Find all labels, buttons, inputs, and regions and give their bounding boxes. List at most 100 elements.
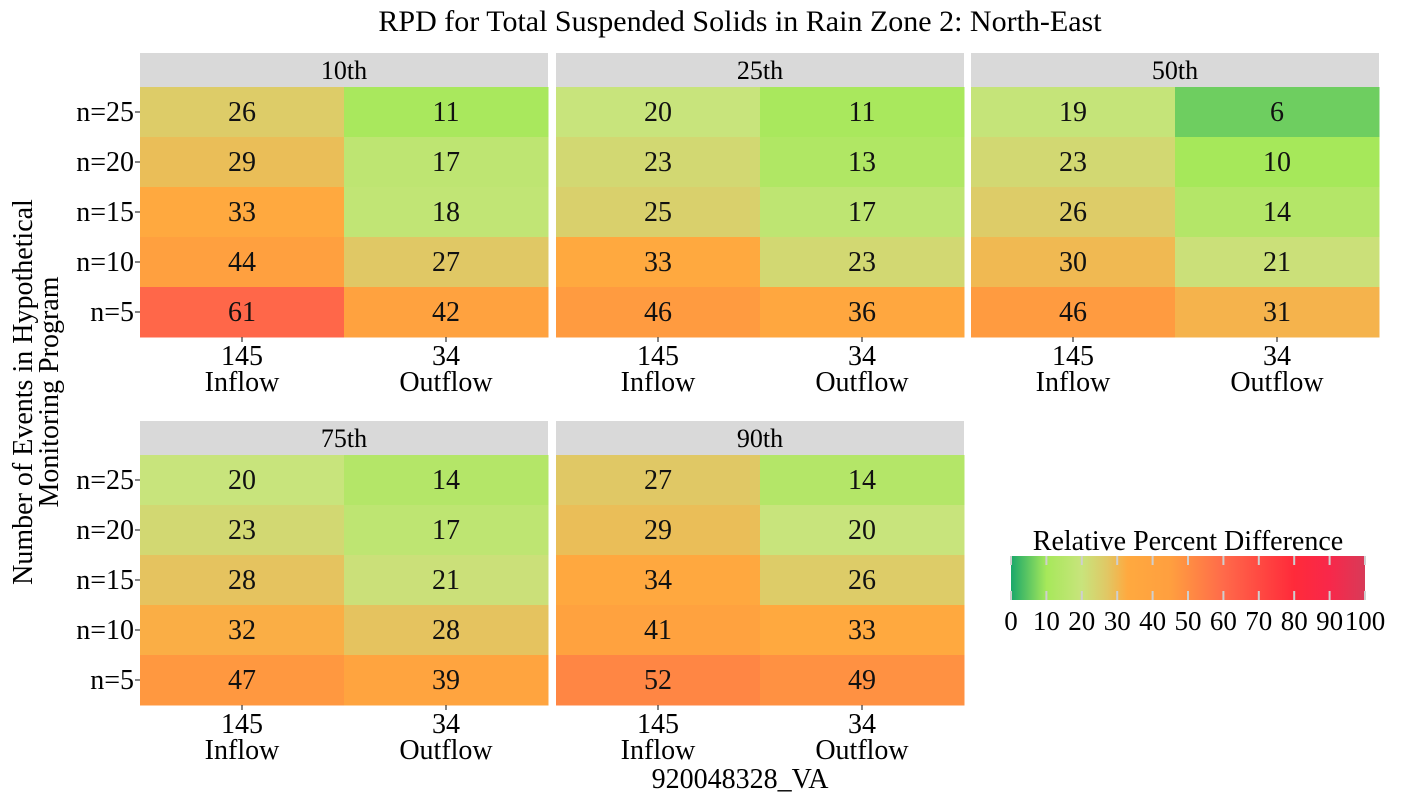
- heatmap-cell: [140, 655, 345, 706]
- x-tick-label: Inflow: [621, 735, 696, 766]
- cell-value-label: 42: [432, 297, 460, 328]
- cell-value-label: 19: [1059, 97, 1087, 128]
- heatmap-cell: [1175, 187, 1380, 238]
- legend-tick-label: 60: [1210, 606, 1237, 636]
- facet-strip-label: 10th: [321, 56, 367, 85]
- facet-75th: 75th 20 14 23 17 28 21 32 28 47 39 n=25 n=20 n=15 n=10…: [76, 421, 549, 766]
- cell-value-label: 49: [848, 665, 876, 696]
- cell-value-label: 44: [228, 247, 256, 278]
- legend-title: Relative Percent Difference: [1033, 526, 1343, 557]
- x-tick-label: Inflow: [205, 735, 280, 766]
- heatmap-cell: [1175, 237, 1380, 288]
- cell-value-label: 28: [432, 615, 460, 646]
- facet-strip: [556, 421, 964, 455]
- heatmap-cell: [556, 87, 761, 138]
- heatmap-cell: [760, 237, 965, 288]
- heatmap-cell: [556, 555, 761, 606]
- legend-tick-label: 50: [1175, 606, 1202, 636]
- x-tick-count: 145: [637, 709, 679, 740]
- y-axis-title: Number of Events in Hypothetical Monitor…: [8, 199, 65, 585]
- y-tick-label: n=25: [76, 465, 134, 496]
- x-tick-count: 145: [221, 341, 263, 372]
- x-tick-label: Inflow: [205, 367, 280, 398]
- heatmap-cell: [760, 505, 965, 556]
- legend-tick-label: 20: [1068, 606, 1095, 636]
- heatmap-cell: [556, 605, 761, 656]
- cell-value-label: 18: [432, 197, 460, 228]
- cell-value-label: 23: [848, 247, 876, 278]
- heatmap-cell: [971, 187, 1176, 238]
- x-tick-count: 145: [221, 709, 263, 740]
- heatmap-cell: [760, 555, 965, 606]
- legend-tick-label: 0: [1004, 606, 1018, 636]
- cell-value-label: 11: [433, 97, 460, 128]
- cell-value-label: 33: [848, 615, 876, 646]
- heatmap-cell: [1175, 137, 1380, 188]
- x-tick-label: Outflow: [399, 735, 493, 766]
- facet-strip: [556, 53, 964, 87]
- facet-strip-label: 25th: [737, 56, 783, 85]
- cell-value-label: 17: [432, 147, 460, 178]
- cell-value-label: 6: [1270, 97, 1284, 128]
- heatmap-cell: [140, 455, 345, 506]
- cell-value-label: 10: [1263, 147, 1291, 178]
- legend-tick-label: 30: [1104, 606, 1131, 636]
- legend-tick-label: 90: [1316, 606, 1343, 636]
- heatmap-cell: [760, 287, 965, 338]
- cell-value-label: 26: [1059, 197, 1087, 228]
- heatmap-cell: [760, 137, 965, 188]
- heatmap-cell: [140, 137, 345, 188]
- heatmap-cell: [140, 505, 345, 556]
- heatmap-cell: [1175, 287, 1380, 338]
- facet-10th: 10th 26 11 29 17 33 18 44 27 61 42 n=25 n=20 n=15 n=10…: [76, 53, 549, 398]
- legend: Relative Percent Difference 0 10 20 30 40 50 6…: [1004, 526, 1385, 636]
- heatmap-cell: [556, 287, 761, 338]
- heatmap-cell: [971, 137, 1176, 188]
- x-tick-label: Outflow: [815, 735, 909, 766]
- heatmap-cell: [971, 287, 1176, 338]
- y-tick-label: n=5: [90, 665, 134, 696]
- facet-strip: [971, 53, 1379, 87]
- heatmap-cell: [344, 505, 549, 556]
- cell-value-label: 33: [228, 197, 256, 228]
- legend-tick-label: 80: [1281, 606, 1308, 636]
- x-tick-label: Inflow: [1036, 367, 1111, 398]
- heatmap-cell: [140, 237, 345, 288]
- facet-strip-label: 90th: [737, 424, 783, 453]
- x-tick-count: 145: [637, 341, 679, 372]
- y-axis-title-line-1: Number of Events in Hypothetical: [8, 199, 39, 585]
- heatmap-cell: [1175, 87, 1380, 138]
- cell-value-label: 31: [1263, 297, 1291, 328]
- x-tick-count: 34: [1263, 341, 1291, 372]
- cell-value-label: 17: [432, 515, 460, 546]
- heatmap-cell: [556, 137, 761, 188]
- x-tick-count: 34: [848, 709, 876, 740]
- y-tick-label: n=5: [90, 297, 134, 328]
- heatmap-cell: [140, 87, 345, 138]
- cell-value-label: 26: [848, 565, 876, 596]
- x-tick-count: 34: [432, 709, 460, 740]
- heatmap-cell: [344, 555, 549, 606]
- cell-value-label: 14: [848, 465, 876, 496]
- x-tick-count: 34: [848, 341, 876, 372]
- heatmap-cell: [760, 655, 965, 706]
- y-tick-label: n=20: [76, 147, 134, 178]
- cell-value-label: 20: [228, 465, 256, 496]
- heatmap-cell: [140, 555, 345, 606]
- cell-value-label: 61: [228, 297, 256, 328]
- heatmap-cell: [556, 505, 761, 556]
- cell-value-label: 11: [849, 97, 876, 128]
- y-tick-label: n=10: [76, 615, 134, 646]
- x-tick-label: Inflow: [621, 367, 696, 398]
- cell-value-label: 30: [1059, 247, 1087, 278]
- heatmap-cell: [344, 605, 549, 656]
- heatmap-cell: [344, 137, 549, 188]
- cell-value-label: 14: [432, 465, 460, 496]
- heatmap-cell: [344, 237, 549, 288]
- cell-value-label: 41: [644, 615, 672, 646]
- heatmap-cell: [760, 187, 965, 238]
- cell-value-label: 20: [848, 515, 876, 546]
